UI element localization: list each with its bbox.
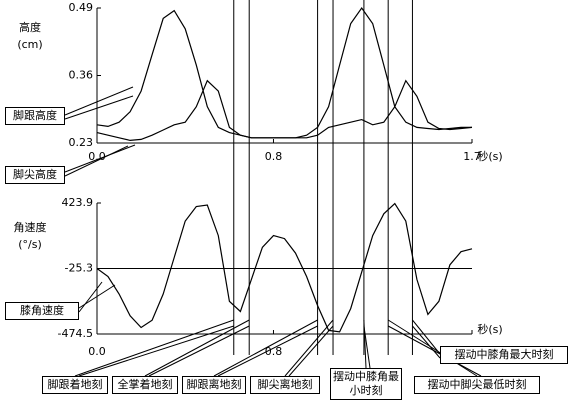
y-axis-label: 角速度 <box>14 220 47 234</box>
y-axis-label: 高度 <box>19 20 41 34</box>
leader-line <box>64 144 136 173</box>
x-axis-label: 秒(s) <box>477 322 502 336</box>
y-axis-label: (cm) <box>17 38 42 51</box>
series-label: 膝角速度 <box>5 302 79 320</box>
leader-line <box>363 325 371 369</box>
leader-line <box>78 281 103 313</box>
x-axis-label: 秒(s) <box>477 149 502 163</box>
y-tick-label: 0.23 <box>69 136 94 149</box>
event-label: 脚尖离地刻 <box>250 376 320 394</box>
series-line <box>96 202 473 333</box>
leader-line <box>144 319 250 377</box>
event-label: 摆动中膝角最小时刻 <box>330 368 402 400</box>
x-tick-label: 0.0 <box>88 345 106 358</box>
event-label: 摆动中脚尖最低时刻 <box>414 376 540 394</box>
x-tick-label: 1.7 <box>463 150 481 163</box>
event-label: 脚跟着地刻 <box>42 376 108 394</box>
leader-line <box>213 319 318 377</box>
y-tick-label: 0.36 <box>69 69 94 82</box>
leader-line <box>412 319 441 355</box>
series-label: 脚跟高度 <box>5 107 65 125</box>
event-label: 摆动中膝角最大时刻 <box>440 346 568 364</box>
y-tick-label: 0.49 <box>69 1 94 14</box>
leader-line <box>217 325 318 377</box>
leader-line <box>284 319 334 377</box>
leader-line <box>74 319 234 377</box>
x-tick-label: 0.0 <box>88 150 106 163</box>
leader-line <box>148 325 250 377</box>
leader-line <box>412 325 441 359</box>
leader-line <box>64 145 129 177</box>
y-axis-label: (°/s) <box>18 238 42 251</box>
x-tick-label: 0.8 <box>265 345 283 358</box>
leader-line <box>387 319 478 377</box>
series-line <box>96 79 473 142</box>
y-tick-label: -474.5 <box>58 327 93 340</box>
event-label: 全掌着地刻 <box>112 376 178 394</box>
event-label: 脚跟离地刻 <box>182 376 246 394</box>
leader-line <box>78 325 234 377</box>
leader-line <box>288 325 334 377</box>
x-tick-label: 0.8 <box>265 150 283 163</box>
leader-line <box>64 95 134 120</box>
series-label: 脚尖高度 <box>5 166 65 184</box>
y-tick-label: -25.3 <box>65 262 93 275</box>
series-line <box>96 6 472 139</box>
y-tick-label: 423.9 <box>62 196 94 209</box>
leader-line <box>64 86 134 116</box>
